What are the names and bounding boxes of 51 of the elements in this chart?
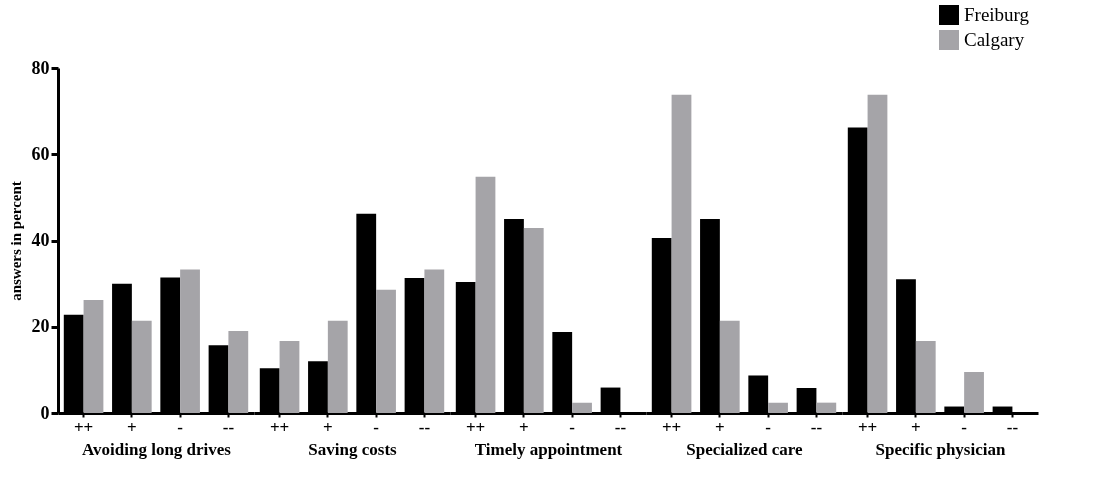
- x-axis-title: Saving costs: [308, 439, 398, 459]
- x-tick-label: -: [569, 417, 576, 437]
- bar: [180, 269, 200, 413]
- bar: [327, 320, 348, 413]
- x-tick-label: -: [765, 417, 772, 437]
- x-tick-label: --: [222, 417, 235, 437]
- bar: [523, 227, 544, 413]
- bar: [228, 331, 249, 413]
- y-tick-label: 60: [31, 143, 50, 164]
- x-tick-label: ++: [269, 417, 290, 437]
- bar: [915, 340, 936, 413]
- y-tick-label: 20: [31, 316, 50, 337]
- x-tick-label: ++: [661, 417, 682, 437]
- x-tick-label: --: [614, 417, 627, 437]
- bar: [816, 402, 837, 413]
- bar: [376, 289, 396, 413]
- y-tick-label: 80: [31, 57, 50, 78]
- x-tick-label: --: [1006, 417, 1019, 437]
- y-axis-title: answers in percent: [7, 181, 24, 301]
- bar: [671, 94, 692, 413]
- x-tick-label: +: [715, 417, 725, 437]
- bar: [768, 402, 788, 413]
- bar: [572, 402, 592, 413]
- bar: [719, 320, 740, 413]
- x-axis-title: Specific physician: [875, 439, 1006, 459]
- y-tick-label: 40: [31, 230, 50, 250]
- bar: [867, 94, 888, 413]
- x-tick-label: +: [127, 417, 137, 437]
- legend-label: Calgary: [964, 29, 1025, 50]
- bar: [964, 372, 984, 413]
- x-tick-label: -: [177, 417, 184, 437]
- x-tick-label: +: [911, 417, 921, 437]
- x-tick-label: ++: [857, 417, 878, 437]
- x-tick-label: --: [810, 417, 823, 437]
- x-tick-label: ++: [465, 417, 486, 437]
- x-tick-label: -: [373, 417, 380, 437]
- x-axis-title: Specialized care: [686, 439, 804, 459]
- bar: [279, 340, 300, 413]
- x-tick-label: -: [961, 417, 968, 437]
- y-tick-label: 0: [40, 402, 50, 423]
- x-tick-label: ++: [73, 417, 94, 437]
- bar: [424, 269, 445, 413]
- x-axis-title: Avoiding long drives: [82, 439, 232, 459]
- x-axis-title: Timely appointment: [474, 439, 623, 459]
- bar: [131, 320, 152, 413]
- x-tick-label: --: [418, 417, 431, 437]
- legend-label: Freiburg: [964, 4, 1030, 25]
- x-tick-label: +: [323, 417, 333, 437]
- bar: [83, 300, 104, 413]
- bar: [475, 176, 496, 413]
- x-tick-label: +: [519, 417, 529, 437]
